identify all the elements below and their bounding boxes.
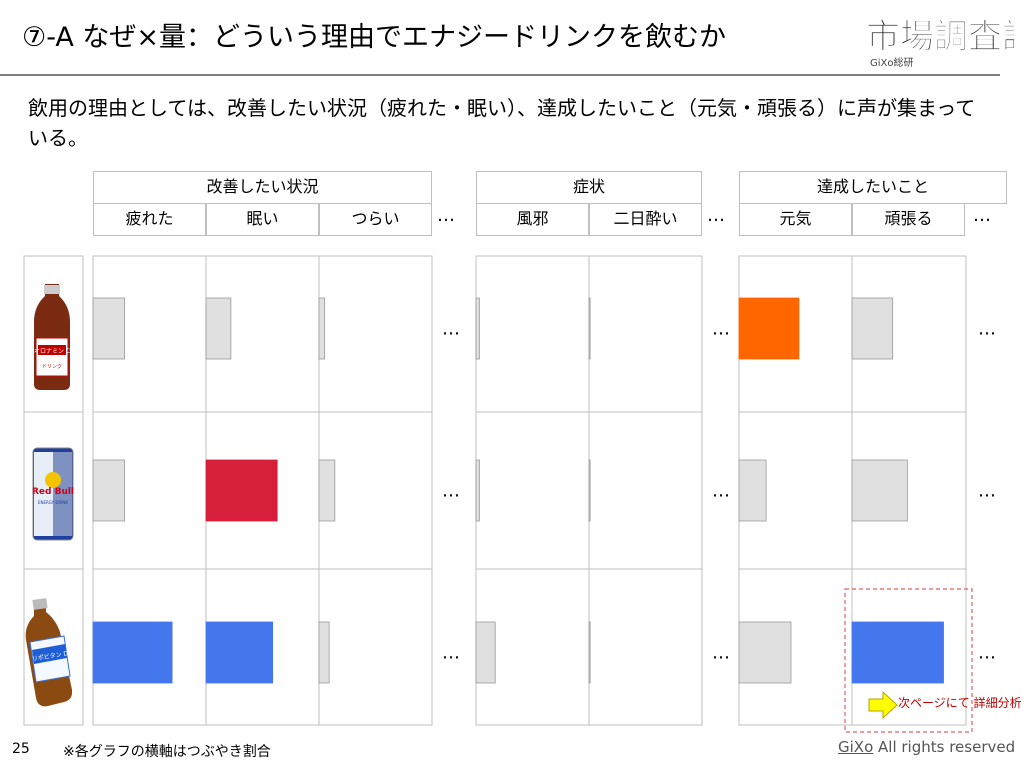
category-header: 元気: [739, 203, 852, 236]
title-divider: [0, 74, 1000, 76]
bar-2-3: [475, 621, 496, 684]
row-ellipsis: …: [442, 319, 460, 340]
bar-1-1: [205, 459, 278, 522]
row-ellipsis: …: [712, 319, 730, 340]
svg-text:ドリンク: ドリンク: [42, 364, 62, 370]
category-header: 疲れた: [93, 203, 206, 236]
header-ellipsis: …: [973, 205, 992, 226]
lead-text: 飲用の理由としては、改善したい状況（疲れた・眠い）、達成したいこと（元気・頑張る…: [28, 96, 976, 150]
bar-0-1: [205, 297, 232, 360]
bar-0-5: [738, 297, 800, 360]
category-header: 風邪: [476, 203, 589, 236]
bar-0-2: [318, 297, 326, 360]
bar-0-4: [588, 297, 591, 360]
bar-2-1: [205, 621, 274, 684]
oronamin-c-bottle-icon: オロナミン C ドリンク: [34, 284, 70, 390]
group-header: 改善したい状況: [93, 171, 432, 204]
bar-1-5: [738, 459, 767, 522]
copyright-brand: GiXo: [838, 738, 874, 756]
bar-2-0: [92, 621, 173, 684]
bar-0-3: [475, 297, 480, 360]
category-header: 頑張る: [852, 203, 965, 236]
category-header: つらい: [319, 203, 432, 236]
bar-0-0: [92, 297, 126, 360]
row-ellipsis: …: [978, 481, 996, 502]
product-column-frame: [23, 255, 84, 726]
svg-text:Red Bull: Red Bull: [32, 487, 74, 497]
bar-1-2: [318, 459, 336, 522]
brand-logo: 市場調査課 GiXo総研: [864, 6, 1014, 72]
logo-sub-text: GiXo総研: [870, 56, 914, 69]
category-header: 眠い: [206, 203, 319, 236]
bar-2-2: [318, 621, 330, 684]
page-title: ⑦-A なぜ×量：どういう理由でエナジードリンクを飲むか: [22, 22, 727, 53]
row-ellipsis: …: [712, 643, 730, 664]
row-ellipsis: …: [712, 481, 730, 502]
bar-2-5: [738, 621, 792, 684]
page-number: 25: [12, 741, 30, 757]
row-ellipsis: …: [442, 643, 460, 664]
header-ellipsis: …: [707, 205, 726, 226]
logo-main-text: 市場調査課: [866, 17, 1014, 57]
bar-1-4: [588, 459, 591, 522]
axis-note: ※各グラフの横軸はつぶやき割合: [63, 744, 271, 760]
bar-2-6: [851, 621, 944, 684]
group-header: 達成したいこと: [739, 171, 1007, 204]
bar-0-6: [851, 297, 894, 360]
category-header: 二日酔い: [589, 203, 702, 236]
copyright: GiXo All rights reserved: [838, 738, 1015, 756]
header-ellipsis: …: [437, 205, 456, 226]
callout-arrow-icon: [868, 690, 898, 720]
brand-logo-graphic: 市場調査課 GiXo総研: [864, 6, 1014, 72]
red-bull-can-icon: Red Bull ENERGY DRINK: [32, 447, 74, 541]
bar-1-0: [92, 459, 126, 522]
bar-1-3: [475, 459, 480, 522]
row-ellipsis: …: [442, 481, 460, 502]
copyright-rights: All rights reserved: [873, 738, 1016, 756]
callout-next-page-text: 次ページにて 詳細分析: [898, 696, 1022, 710]
row-ellipsis: …: [978, 319, 996, 340]
callout-box: [844, 588, 973, 733]
bar-1-6: [851, 459, 908, 522]
svg-text:オロナミン C: オロナミン C: [34, 348, 70, 355]
svg-text:ENERGY DRINK: ENERGY DRINK: [38, 500, 68, 505]
lipovitan-d-bottle-icon: リポビタン D: [25, 598, 73, 707]
bar-2-4: [588, 621, 591, 684]
row-ellipsis: …: [978, 643, 996, 664]
